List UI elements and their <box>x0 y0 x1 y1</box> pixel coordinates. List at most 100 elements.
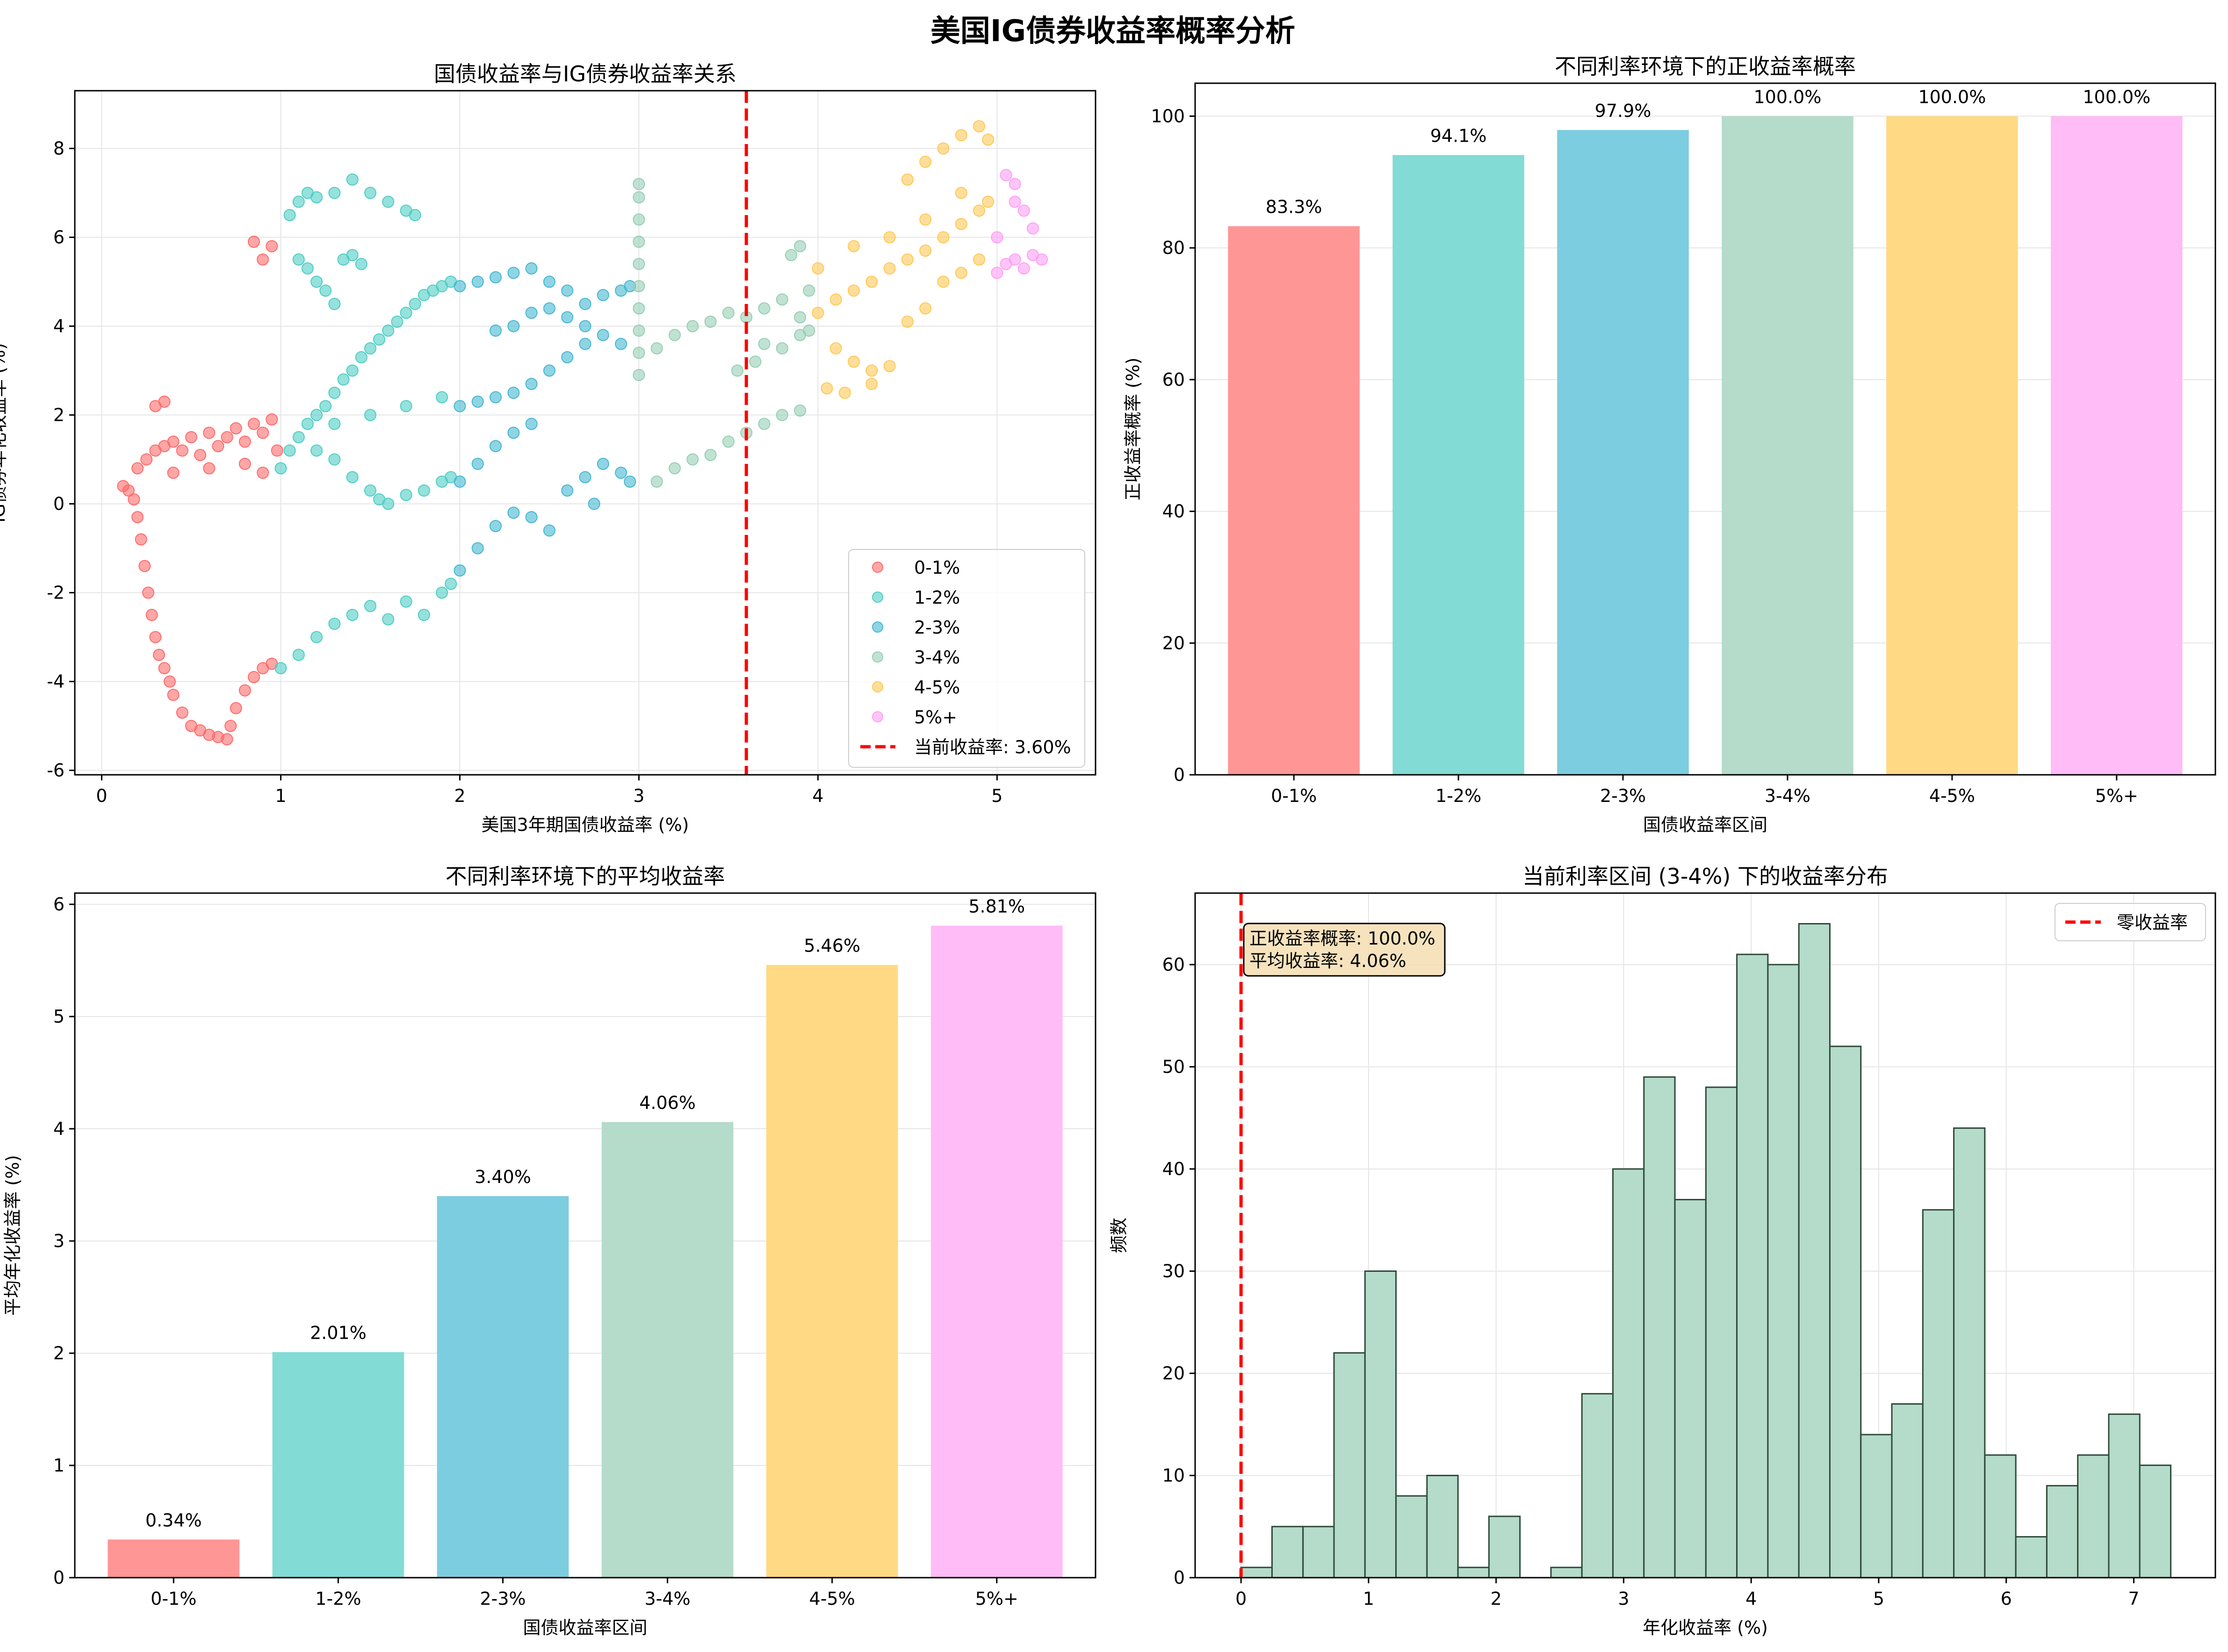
scatter-point <box>364 187 376 199</box>
y-axis-label: 正收益率概率 (%) <box>1123 358 1143 501</box>
x-axis-label: 年化收益率 (%) <box>1643 1617 1768 1638</box>
scatter-point <box>507 506 520 519</box>
bar <box>272 1352 404 1578</box>
scatter-point <box>561 311 574 324</box>
scatter-point <box>274 662 287 674</box>
scatter-point <box>292 253 305 266</box>
scatter-point <box>176 707 188 719</box>
scatter-point <box>301 418 314 430</box>
bar-value-label: 83.3% <box>1266 197 1322 217</box>
scatter-point <box>937 142 950 155</box>
y-tick-label: 0 <box>1174 765 1185 785</box>
scatter-point <box>1017 204 1030 217</box>
scatter-point <box>1017 262 1030 274</box>
scatter-point <box>454 280 466 292</box>
scatter-point <box>597 458 609 470</box>
y-tick-label: -2 <box>47 583 65 603</box>
scatter-point <box>337 373 350 386</box>
scatter-point <box>633 258 645 270</box>
x-tick-label: 1-2% <box>1435 786 1481 806</box>
scatter-point <box>355 258 368 270</box>
scatter-point <box>668 462 681 475</box>
scatter-point <box>140 453 153 466</box>
bar <box>108 1539 240 1578</box>
x-tick-label: 0-1% <box>1271 786 1317 806</box>
scatter-point <box>490 440 502 452</box>
y-tick-label: 0 <box>53 1567 65 1588</box>
y-tick-label: 6 <box>53 227 65 248</box>
scatter-point <box>901 253 914 266</box>
scatter-point <box>955 187 967 199</box>
histogram-bar <box>1953 1127 1986 1579</box>
scatter-point <box>471 396 484 408</box>
scatter-point <box>346 471 359 483</box>
scatter-point <box>722 435 735 448</box>
x-axis-label: 美国3年期国债收益率 (%) <box>481 815 689 835</box>
x-tick-label: 0-1% <box>151 1588 196 1609</box>
scatter-point <box>507 426 520 439</box>
scatter-point <box>1036 253 1048 266</box>
scatter-point <box>454 476 466 488</box>
scatter-point <box>346 173 359 186</box>
scatter-point <box>454 564 466 577</box>
scatter-point <box>525 262 538 274</box>
scatter-point <box>543 302 555 315</box>
scatter-point <box>203 462 216 475</box>
axes-frame <box>1194 892 2216 1579</box>
y-axis-label: 平均年化收益率 (%) <box>2 1155 23 1316</box>
histogram-bar <box>1674 1199 1707 1579</box>
legend-label: 3-4% <box>914 647 960 668</box>
scatter-point <box>490 271 502 283</box>
scatter-point <box>1009 253 1021 266</box>
scatter-point <box>633 325 645 337</box>
scatter-point <box>919 302 932 315</box>
legend-marker <box>872 711 883 722</box>
scatter-point <box>382 325 395 337</box>
histogram-bar <box>1705 1086 1738 1579</box>
x-tick-label: 3-4% <box>644 1588 690 1609</box>
scatter-point <box>364 342 376 354</box>
bar-value-label: 3.40% <box>475 1167 531 1187</box>
x-tick-label: 3 <box>1618 1588 1629 1609</box>
y-tick-label: 4 <box>53 1118 65 1139</box>
bar-value-label: 4.06% <box>639 1093 696 1113</box>
x-tick-label: 5%+ <box>975 1588 1018 1609</box>
scatter-point <box>686 453 699 466</box>
scatter-point <box>624 476 636 488</box>
scatter-point <box>238 458 251 470</box>
scatter-point <box>615 338 627 350</box>
scatter-point <box>794 240 807 252</box>
scatter-point <box>507 387 520 399</box>
annotation-background <box>1243 923 1446 977</box>
scatter-point <box>973 204 986 217</box>
x-tick-label: 7 <box>2128 1588 2139 1609</box>
scatter-point <box>525 378 538 390</box>
scatter-point <box>471 275 484 288</box>
scatter-point <box>838 387 851 399</box>
legend-label: 当前收益率: 3.60% <box>914 737 1071 757</box>
scatter-point <box>310 444 323 457</box>
scatter-point <box>597 329 609 341</box>
y-tick-label: 10 <box>1162 1465 1185 1486</box>
bar-value-label: 100.0% <box>1754 87 1822 107</box>
scatter-point <box>292 649 305 661</box>
bar <box>2051 116 2183 775</box>
histogram-bar <box>2108 1413 2141 1579</box>
scatter-point <box>409 298 421 310</box>
scatter-point <box>122 484 135 497</box>
bar-value-label: 97.9% <box>1595 101 1651 121</box>
scatter-point <box>167 435 180 448</box>
legend-marker <box>872 562 883 573</box>
scatter-point <box>812 307 824 319</box>
probability-bar-panel: 83.3% 94.1% 97.9% 100.0% 100.0% 100.0% 0 20 40 60… <box>1123 54 2216 835</box>
scatter-point <box>247 418 260 430</box>
histogram-bar <box>1984 1454 2017 1579</box>
scatter-point <box>1009 178 1021 190</box>
scatter-point <box>131 462 144 475</box>
histogram-bar <box>1488 1515 1521 1579</box>
scatter-point <box>310 409 323 421</box>
bar <box>930 925 1063 1578</box>
scatter-point <box>203 426 216 439</box>
y-tick-label: 60 <box>1162 954 1185 975</box>
histogram-panel: 0 10 20 30 40 50 60 0 1 2 3 4 5 6 7 当前利率区间 (3-4%) 下的收益率… <box>1109 864 2216 1638</box>
